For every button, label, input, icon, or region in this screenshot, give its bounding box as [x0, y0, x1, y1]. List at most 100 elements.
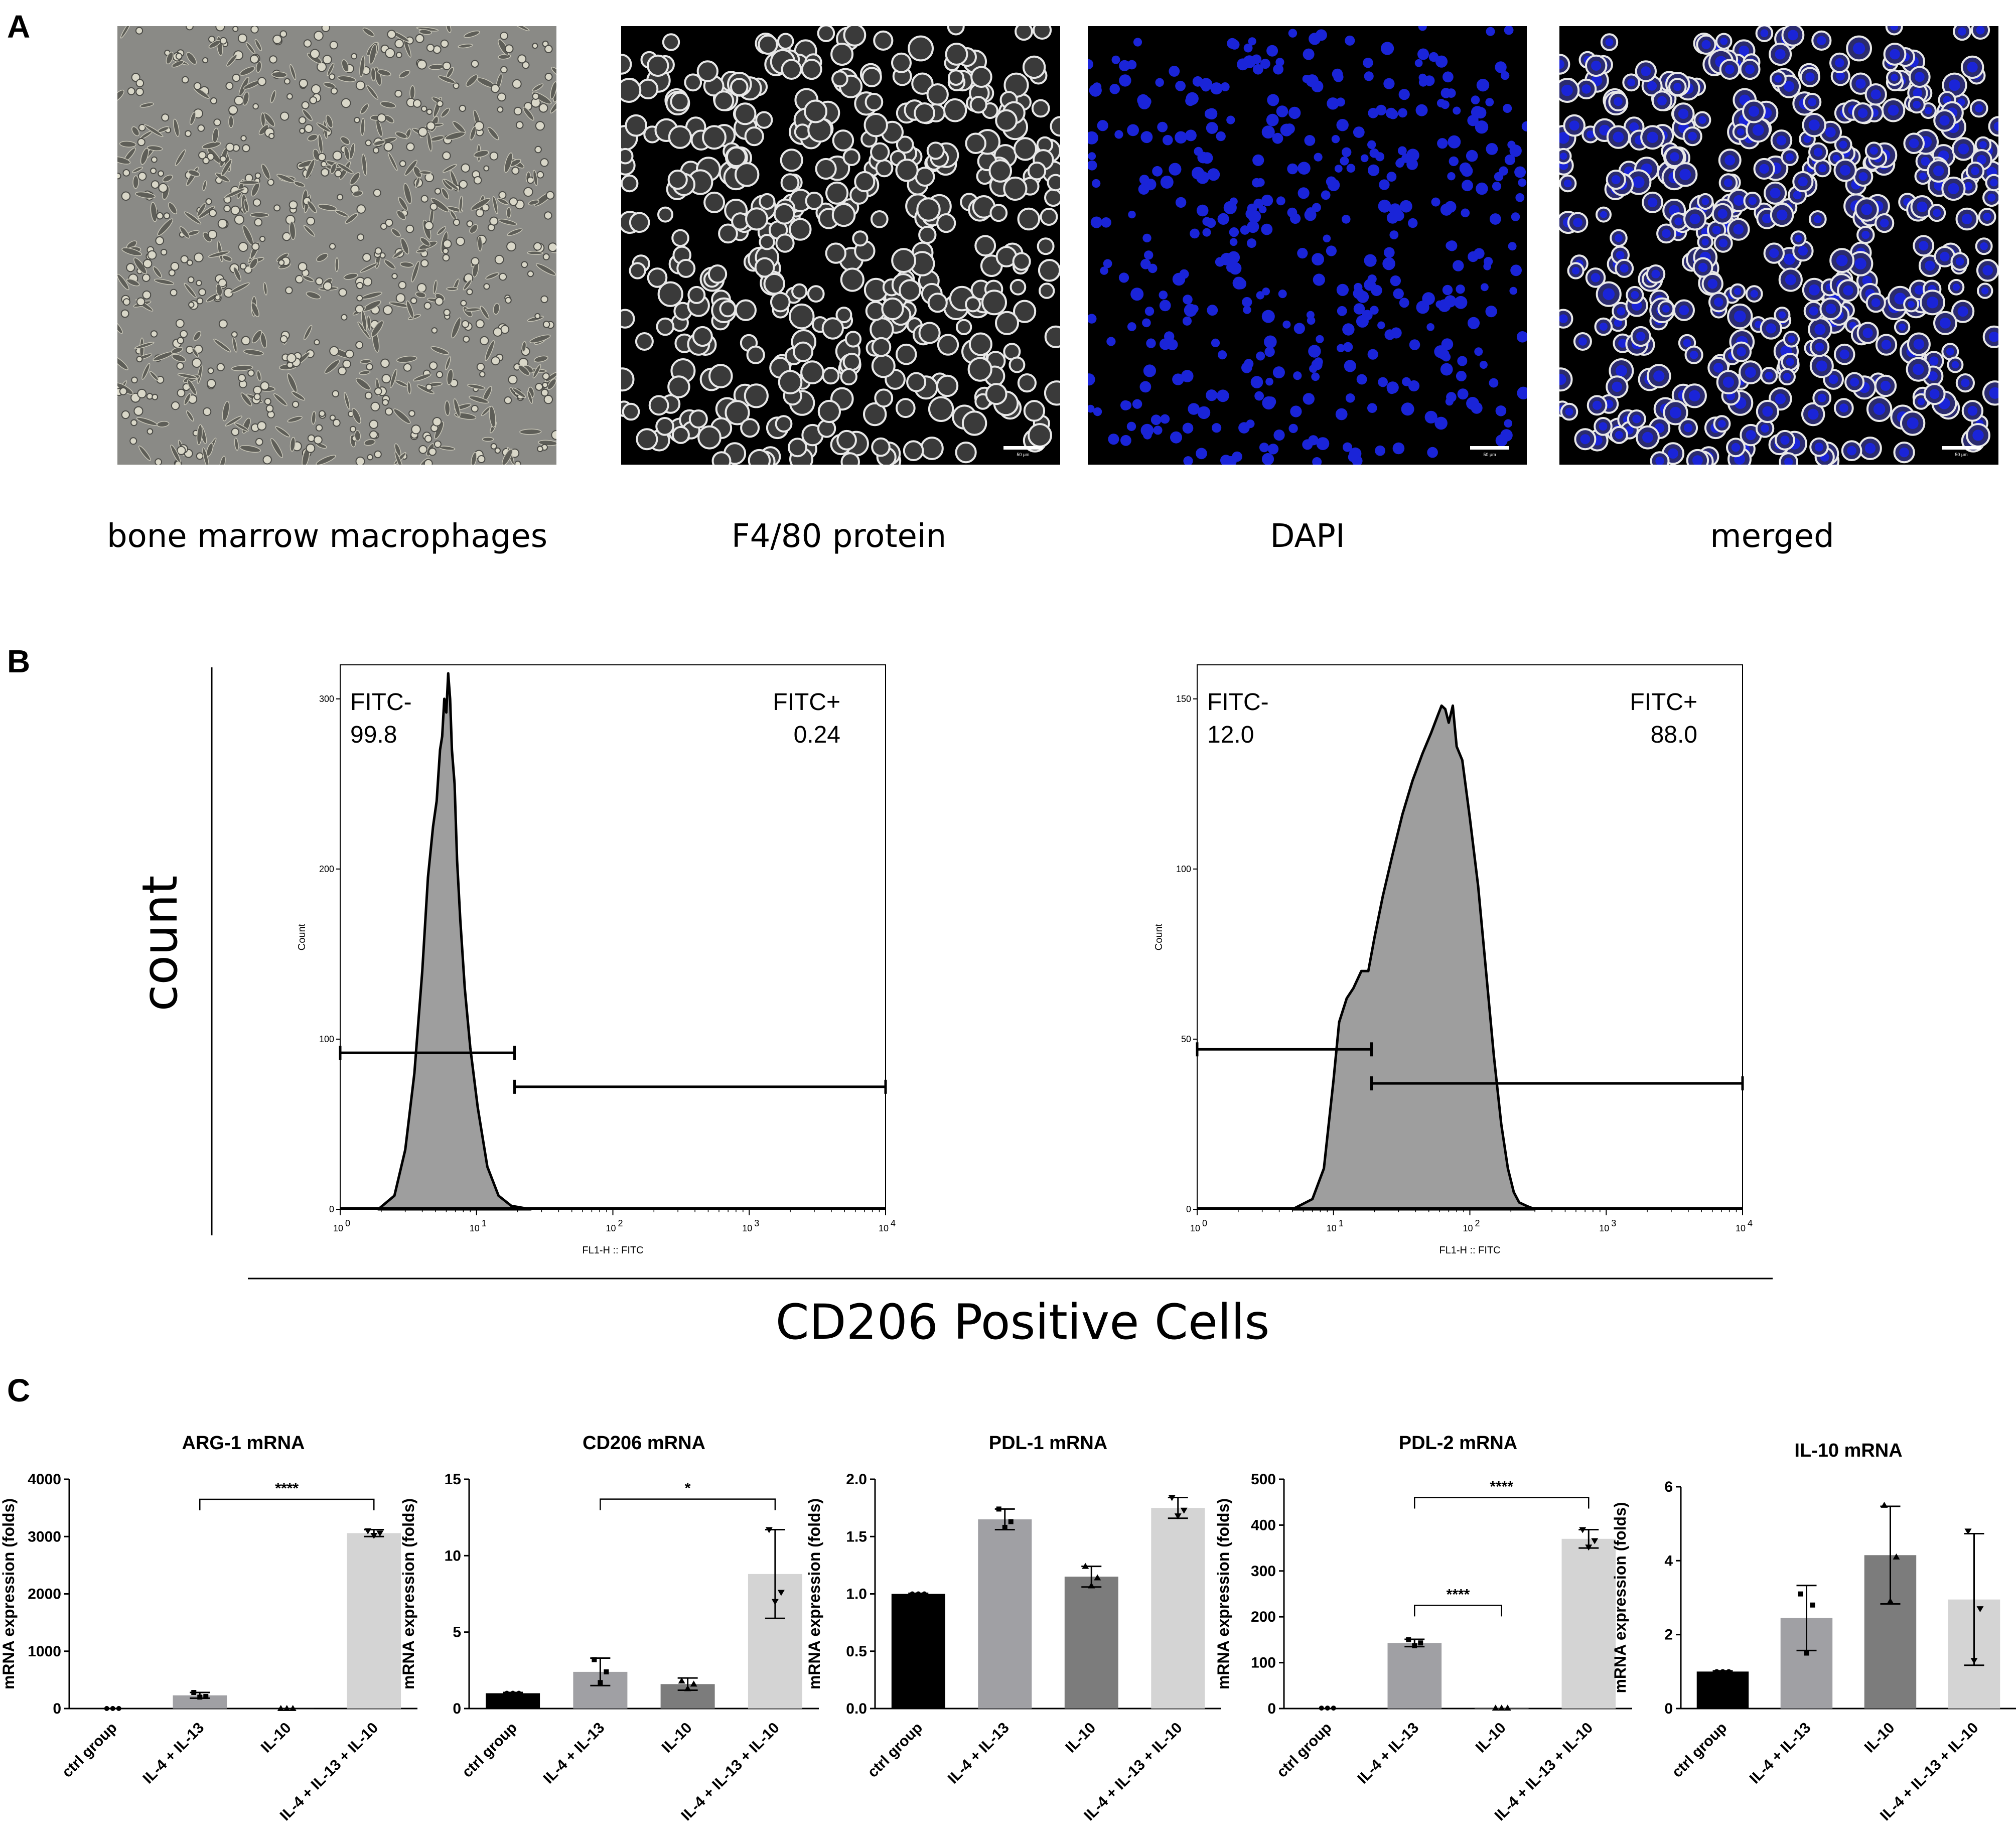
round-cell [142, 259, 153, 268]
round-cell [119, 387, 127, 395]
x-tick-label: 10 [1463, 1223, 1473, 1233]
round-cell [252, 198, 261, 207]
dapi-nucleus [1207, 305, 1218, 316]
fitc-negative-label: FITC- [350, 689, 412, 716]
f480-cell [967, 357, 992, 382]
dapi-nucleus [1408, 380, 1420, 392]
spindle-cell [485, 272, 499, 279]
spindle-cell [349, 172, 360, 185]
data-point [1008, 1519, 1014, 1524]
merged-nucleus [1669, 406, 1682, 419]
merged-nucleus [1611, 175, 1621, 185]
spindle-cell [251, 330, 262, 344]
dapi-nucleus [1103, 259, 1112, 268]
merged-nucleus [1869, 147, 1878, 155]
data-point [510, 1690, 516, 1696]
data-point [1094, 1574, 1101, 1581]
round-cell [442, 61, 452, 70]
f480-cell [1038, 259, 1060, 282]
spindle-cell [327, 62, 335, 76]
merged-nucleus [1784, 253, 1795, 265]
dapi-nucleus [1475, 120, 1489, 134]
merged-nucleus [1983, 213, 1991, 221]
merged-nucleus [1647, 131, 1658, 143]
round-cell [425, 383, 433, 391]
spindle-cell [359, 55, 365, 77]
round-cell [418, 127, 428, 137]
f480-cell [671, 426, 690, 444]
dapi-nucleus [1190, 228, 1200, 239]
y-tick-label: 100 [319, 1034, 334, 1044]
round-cell [254, 218, 263, 227]
round-cell [146, 393, 154, 400]
data-point [765, 1527, 773, 1533]
data-point [277, 1705, 284, 1711]
round-cell [420, 195, 428, 203]
spindle-cell [270, 438, 283, 458]
spindle-cell [337, 75, 356, 82]
spindle-cell [441, 188, 449, 200]
merged-nucleus [1762, 406, 1773, 417]
spindle-cell [255, 61, 262, 73]
dapi-nucleus [1344, 360, 1356, 372]
dapi-nucleus [1181, 370, 1194, 382]
round-cell [151, 180, 160, 189]
spindle-cell [492, 196, 498, 214]
spindle-cell [171, 60, 184, 68]
f480-cell [759, 234, 775, 250]
round-cell [459, 180, 468, 189]
f480-cell [667, 375, 690, 398]
round-cell [282, 232, 292, 241]
f480-cell [621, 148, 634, 165]
dapi-nucleus [1288, 29, 1298, 38]
merged-nucleus [1972, 430, 1984, 441]
f480-cell [965, 132, 986, 155]
dapi-nucleus [1111, 55, 1120, 64]
spindle-cell [518, 365, 530, 376]
dapi-nucleus [1196, 171, 1209, 184]
dapi-nucleus [1108, 434, 1119, 445]
dapi-nucleus [1336, 119, 1349, 131]
round-cell [508, 375, 518, 385]
spindle-cell [263, 112, 275, 127]
spindle-cell [415, 292, 426, 298]
spindle-cell [120, 26, 131, 39]
round-cell [307, 434, 316, 443]
round-cell [202, 57, 209, 64]
f480-cell [974, 235, 996, 257]
merged-nucleus [1948, 183, 1959, 195]
dapi-nucleus [1146, 338, 1156, 348]
dapi-nucleus [1183, 295, 1193, 305]
dapi-nucleus [1475, 107, 1487, 119]
f480-cell [702, 125, 727, 150]
spindle-cell [512, 387, 526, 398]
merged-nucleus [1770, 188, 1781, 199]
round-cell [429, 361, 438, 370]
f480-cell [968, 332, 992, 356]
round-cell [435, 297, 444, 306]
round-cell [319, 410, 326, 417]
round-cell [406, 142, 415, 152]
round-cell [155, 236, 165, 245]
f480-cell [832, 129, 854, 152]
spindle-cell [126, 278, 140, 287]
f480-cell [668, 125, 692, 149]
round-cell [131, 376, 138, 384]
round-cell [197, 124, 205, 132]
merged-nucleus [1862, 328, 1873, 338]
data-point [604, 1669, 609, 1674]
round-cell [461, 163, 470, 173]
round-cell [473, 176, 482, 185]
round-cell [216, 363, 225, 371]
spindle-cell [477, 236, 483, 252]
merged-nucleus [1976, 155, 1986, 165]
dapi-nucleus [1140, 131, 1153, 144]
round-cell [171, 401, 180, 410]
round-cell [338, 288, 347, 297]
f480-cell [918, 225, 937, 244]
merged-nucleus [1909, 138, 1919, 149]
spindle-cell [170, 445, 181, 463]
spindle-cell [290, 437, 296, 452]
f480-cell [778, 370, 803, 394]
merged-nucleus [1670, 152, 1679, 162]
